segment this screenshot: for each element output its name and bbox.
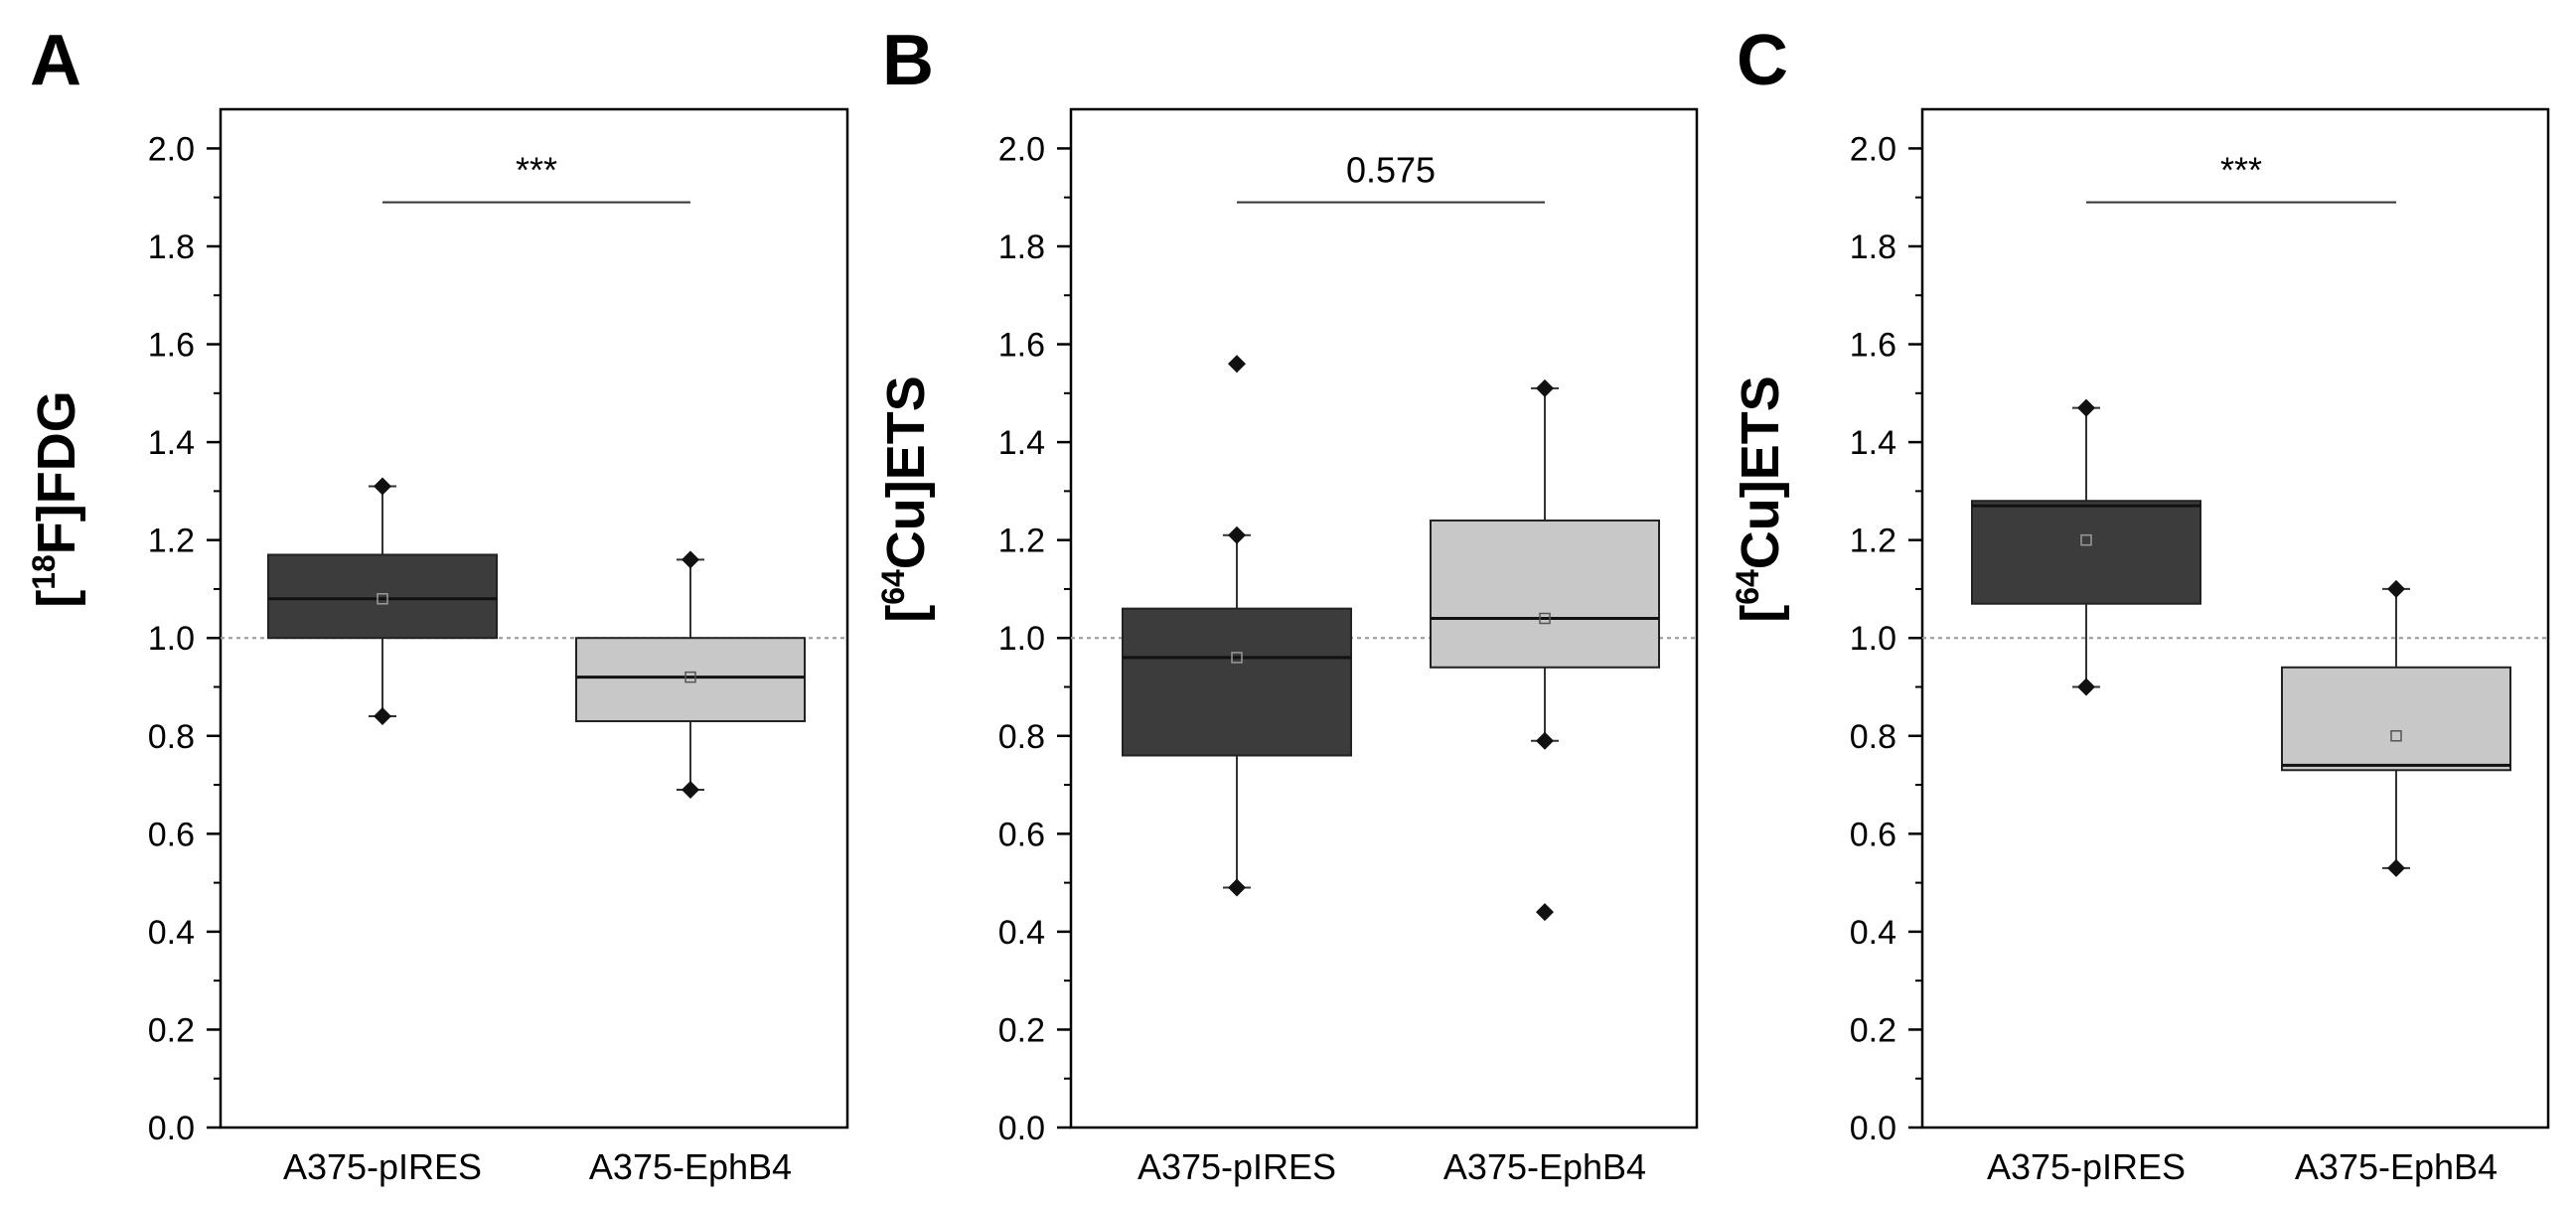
outlier-point bbox=[2387, 858, 2405, 877]
box-body bbox=[1430, 519, 1660, 669]
significance-label: *** bbox=[516, 150, 557, 191]
outlier-point bbox=[1536, 903, 1554, 922]
category-label: A375-pIRES bbox=[283, 1146, 482, 1187]
outlier-point bbox=[682, 550, 699, 569]
box-2 bbox=[2281, 579, 2511, 877]
mean-marker bbox=[2080, 533, 2092, 546]
y-tick-label: 0.8 bbox=[998, 718, 1045, 756]
panel-letter: B bbox=[882, 21, 934, 100]
outlier-point bbox=[1536, 731, 1554, 750]
y-tick-label: 1.4 bbox=[1850, 424, 1896, 462]
y-tick-label: 0.2 bbox=[1850, 1011, 1896, 1049]
y-tick-label: 1.6 bbox=[148, 327, 195, 365]
y-tick-label: 2.0 bbox=[1850, 130, 1896, 168]
box-2 bbox=[1430, 378, 1660, 922]
outlier-point bbox=[2077, 678, 2095, 696]
category-label: A375-pIRES bbox=[1987, 1146, 2186, 1187]
panel-letter: C bbox=[1737, 21, 1788, 100]
y-tick-label: 1.2 bbox=[998, 523, 1045, 560]
y-tick-label: 1.4 bbox=[998, 424, 1045, 462]
category-label: A375-EphB4 bbox=[589, 1146, 792, 1187]
y-tick-label: 2.0 bbox=[148, 130, 195, 168]
category-label: A375-EphB4 bbox=[2295, 1146, 2498, 1187]
category-label: A375-EphB4 bbox=[1443, 1146, 1646, 1187]
y-tick-label: 0.0 bbox=[1850, 1110, 1896, 1147]
y-tick-label: 0.2 bbox=[148, 1011, 195, 1049]
significance-label: 0.575 bbox=[1346, 150, 1436, 191]
mean-marker bbox=[1539, 612, 1551, 625]
box-body bbox=[1971, 500, 2201, 605]
y-tick-label: 1.8 bbox=[998, 228, 1045, 266]
outlier-point bbox=[2077, 398, 2095, 417]
y-axis-label: [64Cu]ETS bbox=[875, 376, 936, 623]
outlier-point bbox=[2387, 579, 2405, 598]
category-label: A375-pIRES bbox=[1137, 1146, 1336, 1187]
y-tick-label: 0.4 bbox=[1850, 914, 1896, 952]
outlier-point bbox=[1228, 355, 1246, 374]
y-axis-label: [64Cu]ETS bbox=[1730, 376, 1790, 623]
outlier-point bbox=[374, 477, 391, 496]
y-axis-label: [18F]FDG bbox=[26, 390, 86, 608]
mean-marker bbox=[1231, 652, 1243, 664]
box-body bbox=[2281, 666, 2511, 772]
y-tick-label: 2.0 bbox=[998, 130, 1045, 168]
y-tick-label: 1.0 bbox=[998, 620, 1045, 658]
outlier-point bbox=[374, 707, 391, 726]
panel-b: B 0.0 0.2 0.4 0.6 0.8 1.0 1.2 1.4 1.6 1.8 2.0 [64Cu]… bbox=[875, 21, 1699, 1187]
outlier-point bbox=[1536, 378, 1554, 397]
plot-frame bbox=[1920, 107, 2550, 1130]
y-tick-label: 1.2 bbox=[1850, 523, 1896, 560]
outlier-point bbox=[1228, 878, 1246, 897]
box-body bbox=[267, 553, 498, 640]
box-body bbox=[575, 637, 806, 722]
panel-c: C 0.0 0.2 0.4 0.6 0.8 1.0 1.2 1.4 1.6 1.8 2.0 [64Cu]… bbox=[1730, 21, 2550, 1187]
y-tick-label: 1.6 bbox=[1850, 327, 1896, 365]
y-tick-label: 1.4 bbox=[148, 424, 195, 462]
y-tick-label: 0.4 bbox=[998, 914, 1045, 952]
y-tick-label: 0.6 bbox=[998, 816, 1045, 853]
box-1 bbox=[267, 477, 498, 726]
y-tick-label: 0.0 bbox=[998, 1110, 1045, 1147]
mean-marker bbox=[684, 671, 696, 683]
mean-marker bbox=[377, 593, 388, 605]
y-tick-label: 1.6 bbox=[998, 327, 1045, 365]
y-tick-label: 1.0 bbox=[148, 620, 195, 658]
outlier-point bbox=[1228, 526, 1246, 544]
box-2 bbox=[575, 550, 806, 799]
plot-frame bbox=[1069, 107, 1699, 1130]
plot-frame bbox=[219, 107, 849, 1130]
panel-letter: A bbox=[30, 21, 81, 100]
y-tick-label: 0.6 bbox=[1850, 816, 1896, 853]
y-tick-label: 1.0 bbox=[1850, 620, 1896, 658]
outlier-point bbox=[682, 780, 699, 799]
y-tick-label: 0.6 bbox=[148, 816, 195, 853]
panel-a: A 0.0 0.2 0.4 0.6 0.8 1.0 1.2 1.4 1.6 1.8 2.0 [18F]F… bbox=[26, 21, 849, 1187]
y-tick-label: 1.8 bbox=[1850, 228, 1896, 266]
box-1 bbox=[1122, 355, 1352, 897]
significance-label: *** bbox=[2220, 150, 2262, 191]
mean-marker bbox=[2390, 730, 2402, 742]
y-tick-label: 0.4 bbox=[148, 914, 195, 952]
y-tick-label: 0.2 bbox=[998, 1011, 1045, 1049]
box-1 bbox=[1971, 398, 2201, 696]
y-tick-label: 0.8 bbox=[1850, 718, 1896, 756]
box-body bbox=[1122, 607, 1352, 757]
y-tick-label: 0.0 bbox=[148, 1110, 195, 1147]
y-tick-label: 1.2 bbox=[148, 523, 195, 560]
y-tick-label: 0.8 bbox=[148, 718, 195, 756]
y-tick-label: 1.8 bbox=[148, 228, 195, 266]
